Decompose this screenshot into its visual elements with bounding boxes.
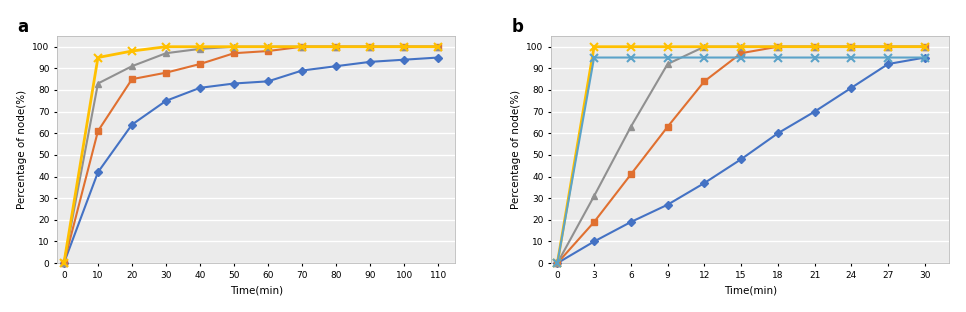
Y-axis label: Percentage of node(%): Percentage of node(%) <box>16 90 27 209</box>
X-axis label: Time(min): Time(min) <box>230 285 283 295</box>
Text: b: b <box>511 18 524 36</box>
X-axis label: Time(min): Time(min) <box>724 285 777 295</box>
Y-axis label: Percentage of node(%): Percentage of node(%) <box>511 90 521 209</box>
Text: a: a <box>17 18 28 36</box>
